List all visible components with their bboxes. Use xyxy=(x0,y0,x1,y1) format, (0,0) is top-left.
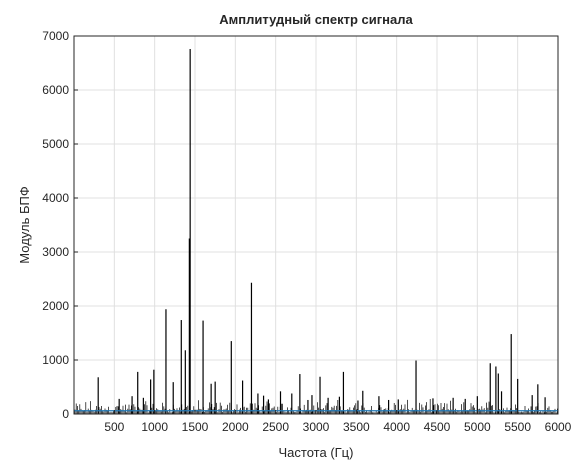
y-tick-label: 7000 xyxy=(42,29,69,43)
x-tick-label: 1500 xyxy=(182,420,209,434)
x-tick-label: 5000 xyxy=(464,420,491,434)
y-tick-label: 2000 xyxy=(42,299,69,313)
x-tick-label: 5500 xyxy=(504,420,531,434)
x-tick-label: 6000 xyxy=(545,420,572,434)
y-tick-label: 0 xyxy=(62,407,69,421)
x-tick-label: 4000 xyxy=(383,420,410,434)
x-tick-label: 500 xyxy=(104,420,124,434)
x-tick-label: 3000 xyxy=(303,420,330,434)
y-tick-label: 6000 xyxy=(42,83,69,97)
x-tick-label: 1000 xyxy=(141,420,168,434)
y-tick-label: 1000 xyxy=(42,353,69,367)
y-tick-label: 4000 xyxy=(42,191,69,205)
x-tick-label: 3500 xyxy=(343,420,370,434)
y-tick-label: 3000 xyxy=(42,245,69,259)
x-axis-ticks: 500 1000 1500 2000 2500 3000 3500 4000 4500 5000 5… xyxy=(104,410,572,434)
y-tick-label: 5000 xyxy=(42,137,69,151)
x-tick-label: 4500 xyxy=(424,420,451,434)
chart-title: Амплитудный спектр сигнала xyxy=(219,12,413,27)
x-tick-label: 2500 xyxy=(262,420,289,434)
y-axis-ticks: 0 1000 2000 3000 4000 5000 6000 7000 xyxy=(42,29,78,421)
x-axis-title: Частота (Гц) xyxy=(279,445,354,460)
x-tick-label: 2000 xyxy=(222,420,249,434)
y-axis-title: Модуль БПФ xyxy=(17,186,32,264)
grid-lines xyxy=(74,36,558,414)
